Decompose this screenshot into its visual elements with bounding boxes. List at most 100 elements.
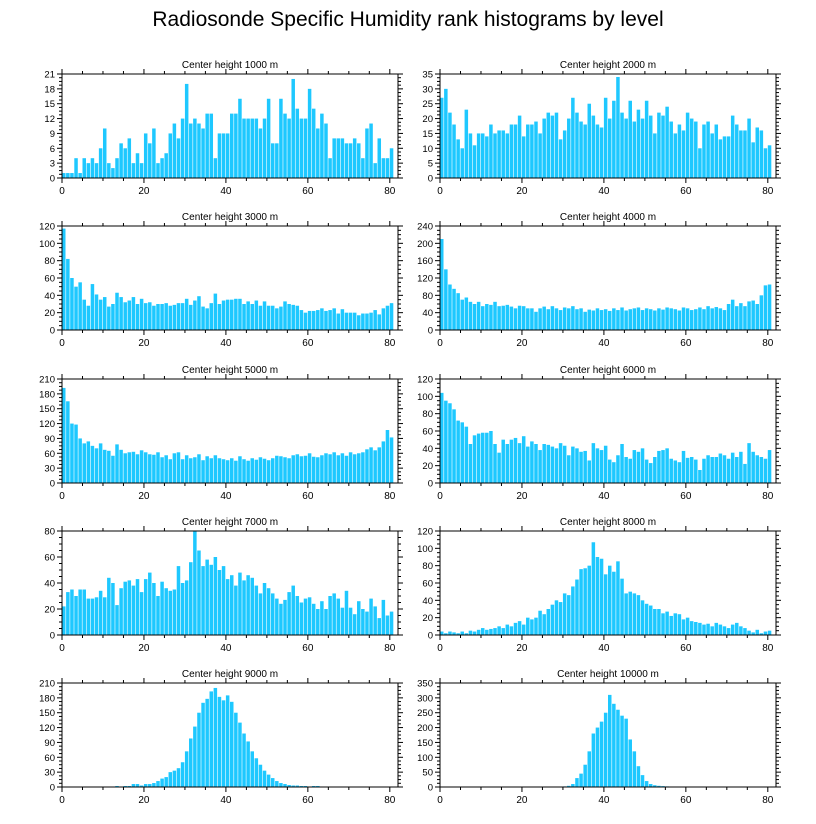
histogram-bar <box>344 590 349 635</box>
y-tick-label: 40 <box>422 308 433 319</box>
histogram-bar <box>66 592 70 635</box>
histogram-bar <box>567 118 571 178</box>
x-tick-label: 0 <box>59 795 65 806</box>
histogram-bar <box>550 306 555 330</box>
histogram-bar <box>763 148 768 178</box>
histogram-bar <box>739 130 743 178</box>
histogram-bar <box>254 300 259 330</box>
y-tick-label: 15 <box>422 129 433 140</box>
histogram-bar <box>550 446 555 483</box>
histogram-bar <box>628 591 632 635</box>
histogram-bar <box>550 115 555 178</box>
histogram-bar <box>480 432 485 483</box>
histogram-bar <box>505 133 510 178</box>
histogram-bar <box>287 458 291 483</box>
histogram-bar <box>698 148 702 178</box>
histogram-bar <box>307 88 312 178</box>
histogram-bar <box>440 631 444 635</box>
histogram-bar <box>616 310 620 330</box>
histogram-bar <box>287 118 291 178</box>
histogram-bar <box>698 470 702 483</box>
histogram-bar <box>685 617 690 635</box>
histogram-bar <box>452 409 456 483</box>
y-tick-label: 12 <box>44 114 55 125</box>
histogram-bar <box>448 112 452 178</box>
histogram-bar <box>131 297 136 330</box>
histogram-bar <box>599 310 604 330</box>
histogram-bar <box>702 624 706 635</box>
histogram-bar <box>369 598 373 635</box>
histogram-bar <box>152 128 156 178</box>
x-tick-label: 60 <box>680 186 692 197</box>
histogram-bar <box>464 109 469 178</box>
histogram-bar <box>135 304 140 330</box>
histogram-bar <box>98 299 103 330</box>
histogram-bar <box>320 308 324 330</box>
histogram-bar <box>620 578 624 635</box>
histogram-bar <box>755 304 760 330</box>
histogram-bar <box>344 312 349 330</box>
histogram-bar <box>456 633 460 635</box>
histogram-bar <box>258 764 263 787</box>
histogram-bar <box>485 304 489 330</box>
x-tick-label: 20 <box>516 338 528 349</box>
y-tick-label: 80 <box>422 291 433 302</box>
x-tick-label: 20 <box>516 795 528 806</box>
histogram-bar <box>365 313 369 330</box>
y-tick-label: 40 <box>422 596 433 607</box>
histogram-bar <box>172 453 177 483</box>
y-tick-label: 160 <box>417 256 433 267</box>
y-tick-label: 0 <box>50 174 55 185</box>
histogram-bar <box>624 310 628 330</box>
histogram-bar <box>176 768 181 787</box>
y-tick-label: 80 <box>44 527 55 538</box>
y-tick-label: 0 <box>428 174 433 185</box>
histogram-bar <box>283 784 287 787</box>
histogram-bar <box>160 158 164 178</box>
x-tick-label: 0 <box>59 338 65 349</box>
x-tick-label: 0 <box>59 186 65 197</box>
histogram-bar <box>669 458 673 483</box>
histogram-bar <box>628 100 632 178</box>
histogram-bar <box>493 301 497 330</box>
x-tick-label: 80 <box>384 491 396 502</box>
histogram-bar <box>258 593 263 635</box>
histogram-bar <box>152 583 156 635</box>
y-tick-label: 0 <box>50 326 55 337</box>
histogram-bar <box>230 299 234 330</box>
histogram-bar <box>755 127 760 178</box>
histogram-bar <box>747 443 751 483</box>
histogram-bar <box>152 454 156 483</box>
histogram-bar <box>489 431 493 483</box>
histogram-bar <box>616 709 620 787</box>
histogram-bar <box>234 585 238 635</box>
histogram-bar <box>74 424 78 483</box>
histogram-bar <box>258 457 263 483</box>
histogram-bar <box>266 305 271 330</box>
histogram-bar <box>217 133 222 178</box>
histogram-bar <box>361 313 365 330</box>
histogram-bar <box>571 306 575 330</box>
histogram-bar <box>270 593 275 635</box>
y-tick-label: 35 <box>422 70 433 81</box>
y-tick-label: 350 <box>417 679 433 690</box>
histogram-bar <box>460 422 464 483</box>
histogram-bar <box>485 432 489 483</box>
histogram-bar <box>513 437 518 483</box>
y-tick-label: 120 <box>39 222 55 233</box>
y-tick-label: 30 <box>422 84 433 95</box>
y-tick-label: 60 <box>44 449 55 460</box>
histogram-bar <box>127 452 132 483</box>
histogram-bar <box>558 139 563 178</box>
histogram-bar <box>102 597 107 635</box>
histogram-bar <box>78 589 82 635</box>
histogram-bar <box>291 78 295 178</box>
histogram-bar <box>316 609 320 635</box>
y-tick-label: 60 <box>422 427 433 438</box>
histogram-bar <box>444 88 448 178</box>
histogram-bar <box>328 596 332 635</box>
histogram-bar <box>205 308 209 330</box>
histogram-bar <box>381 308 386 330</box>
histogram-bar <box>714 307 719 330</box>
histogram-bar <box>66 401 70 483</box>
